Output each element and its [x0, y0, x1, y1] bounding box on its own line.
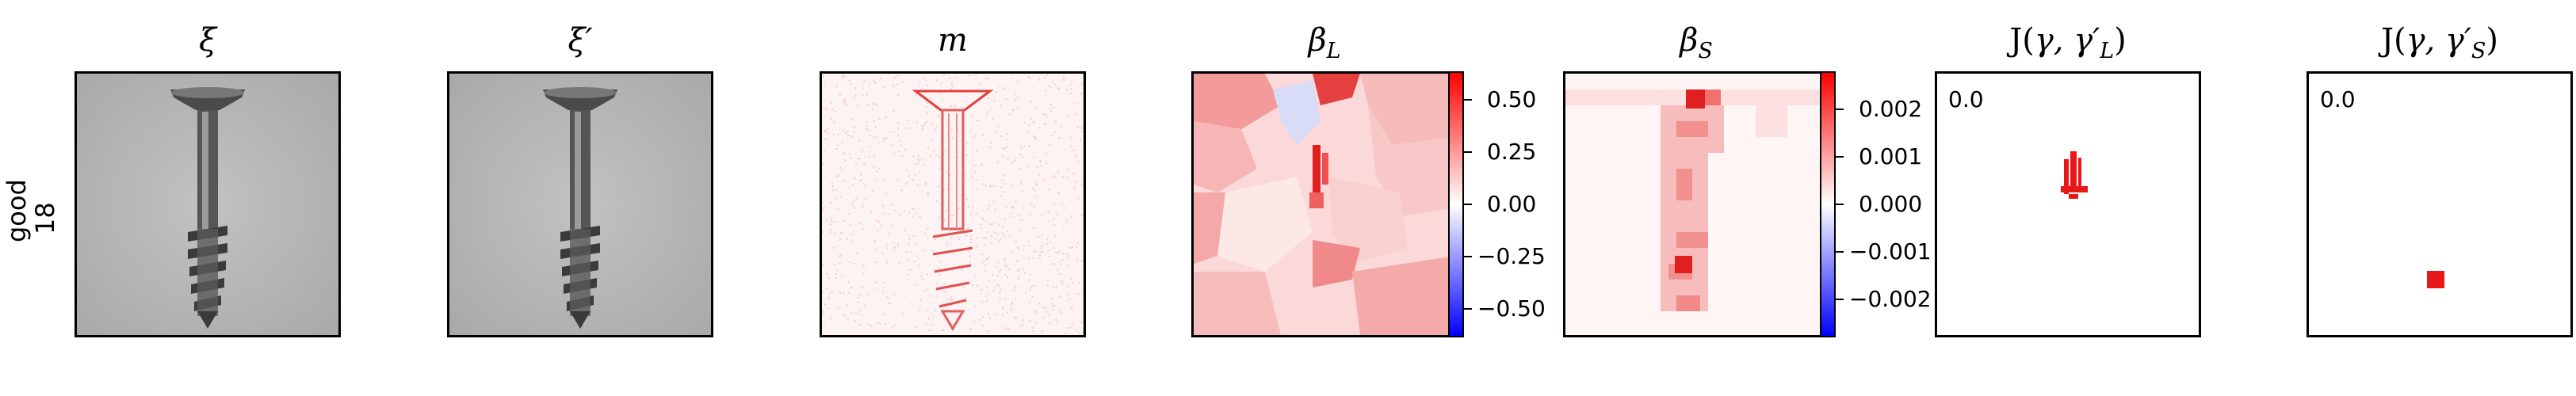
tick-label: 0.001 [1859, 143, 1923, 169]
title-xi: ξ [198, 22, 217, 59]
title-j-s: J(γ, γ′S) [2380, 22, 2499, 63]
beta-l-heatmap [1194, 74, 1455, 335]
j-s-value: 0.0 [2320, 86, 2356, 112]
tick-label: −0.25 [1477, 243, 1546, 269]
tick-label: −0.001 [1849, 238, 1932, 265]
panel-beta-l [1191, 71, 1458, 337]
panel-m [820, 71, 1086, 337]
j-l-map [2061, 151, 2088, 199]
tick-label: −0.50 [1477, 295, 1546, 322]
colorbar-beta-l [1448, 71, 1464, 337]
tick-label: −0.002 [1849, 286, 1932, 312]
panel-xi [75, 71, 341, 337]
panel-xi-prime [447, 71, 713, 337]
title-j-l: J(γ, γ′L) [2009, 22, 2127, 63]
panel-j-l: 0.0 [1935, 71, 2201, 337]
colorbar-beta-s [1820, 71, 1836, 337]
title-beta-s: βS [1680, 22, 1713, 63]
tick-label: 0.00 [1487, 191, 1537, 217]
beta-s-heatmap [1565, 74, 1827, 335]
title-beta-l: βL [1308, 22, 1341, 63]
tick-label: 0.25 [1487, 139, 1537, 165]
panel-beta-s [1563, 71, 1829, 337]
screw-image-xi-prime [449, 74, 711, 335]
screw-image-xi [77, 74, 338, 335]
row-label-line2: 18 [30, 202, 60, 234]
row-label: good 18 [0, 165, 71, 244]
title-xi-prime: ξ′ [568, 22, 593, 59]
tick-label: 0.000 [1859, 191, 1923, 217]
row-label-line1: good [2, 179, 32, 242]
mask-image [822, 74, 1084, 335]
panel-j-s: 0.0 [2307, 71, 2573, 337]
tick-label: 0.002 [1859, 96, 1923, 122]
j-s-map [2427, 271, 2444, 288]
j-l-value: 0.0 [1948, 86, 1984, 112]
tick-label: 0.50 [1487, 86, 1537, 112]
title-m: m [938, 22, 968, 59]
